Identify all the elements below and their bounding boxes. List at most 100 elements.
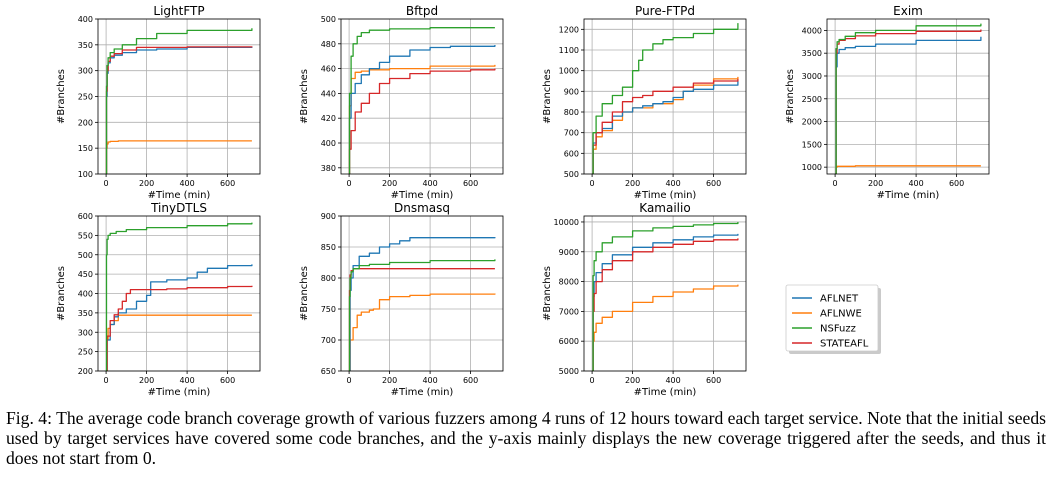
x-tick-label: 400: [422, 179, 437, 188]
legend-label-stateafl: STATEAFL: [820, 339, 869, 350]
y-tick-label: 800: [564, 108, 579, 117]
x-tick-label: 600: [706, 179, 721, 188]
x-axis-label: #Time (min): [148, 190, 211, 201]
series-group: [592, 222, 739, 371]
y-tick-label: 3500: [802, 49, 822, 58]
y-tick-label: 2500: [802, 95, 822, 104]
chart-tinydtls: 0 200 400 600 200 250 300 350 400 450 500 550 600 Tin…: [56, 201, 261, 398]
legend-label-aflnet: AFLNET: [820, 294, 859, 305]
x-tick-label: 400: [665, 179, 680, 188]
chart-dnsmasq: 0 200 400 600 650 700 750 800 850 900 Dnsmasq #Time…: [299, 201, 504, 398]
y-tick-label: 650: [321, 367, 336, 376]
y-tick-label: 800: [321, 274, 336, 283]
x-tick-label: 200: [625, 376, 640, 385]
series-line-aflnwe: [105, 140, 252, 174]
series-line-aflnet: [348, 45, 496, 174]
y-tick-label: 750: [321, 305, 336, 314]
plot-frame: [340, 18, 504, 175]
y-tick-label: 5000: [559, 367, 579, 376]
series-line-stateafl: [592, 78, 739, 174]
chart-lightftp: 0 200 400 600 100 150 200 250 300 350 400 LightFTP #…: [56, 4, 261, 201]
series-line-aflnet: [835, 36, 982, 174]
series-line-aflnet: [106, 264, 253, 371]
plot-frame: [826, 18, 990, 175]
chart-title: Kamailio: [639, 201, 690, 215]
y-tick-label: 480: [321, 40, 336, 49]
series-line-stateafl: [348, 68, 496, 174]
chart-kamailio: 0 200 400 600 5000 6000 7000 8000 9000 10000 Kamai…: [542, 201, 747, 398]
x-tick-label: 0: [590, 376, 595, 385]
y-tick-label: 600: [564, 149, 579, 158]
series-line-aflnwe: [348, 64, 496, 174]
series-line-nsfuzz: [348, 27, 495, 174]
y-tick-label: 1000: [559, 67, 579, 76]
series-line-nsfuzz: [592, 23, 739, 174]
plot-frame: [583, 18, 747, 175]
y-tick-label: 400: [321, 139, 336, 148]
y-tick-label: 600: [78, 212, 93, 221]
figure: 0 200 400 600 100 150 200 250 300 350 400 LightFTP #…: [56, 4, 990, 398]
chart-title: Dnsmasq: [394, 201, 450, 215]
y-tick-label: 2000: [802, 118, 822, 127]
series-group: [592, 23, 739, 174]
x-tick-label: 200: [868, 179, 883, 188]
y-tick-label: 700: [321, 336, 336, 345]
y-axis-label: #Branches: [785, 69, 796, 124]
plot-frame: [583, 215, 747, 372]
y-tick-label: 550: [78, 231, 93, 240]
x-tick-label: 0: [104, 179, 109, 188]
series-line-nsfuzz: [105, 28, 253, 174]
y-axis-label: #Branches: [299, 69, 310, 124]
series-line-aflnwe: [592, 284, 739, 371]
y-tick-label: 900: [321, 212, 336, 221]
y-tick-label: 500: [321, 15, 336, 24]
series-line-aflnwe: [349, 293, 496, 371]
y-tick-label: 300: [78, 67, 93, 76]
figure-caption: Fig. 4: The average code branch coverage…: [6, 408, 1046, 468]
y-tick-label: 420: [321, 114, 336, 123]
series-line-aflnet: [349, 237, 496, 371]
y-tick-label: 1500: [802, 140, 822, 149]
series-line-aflnet: [105, 46, 253, 174]
y-axis-label: #Branches: [542, 69, 553, 124]
x-tick-label: 400: [179, 179, 194, 188]
y-tick-label: 8000: [559, 278, 579, 287]
y-tick-label: 250: [78, 93, 93, 102]
y-tick-label: 200: [78, 367, 93, 376]
y-tick-label: 400: [78, 15, 93, 24]
x-tick-label: 400: [665, 376, 680, 385]
y-tick-label: 3000: [802, 72, 822, 81]
y-tick-label: 450: [78, 270, 93, 279]
series-line-aflnwe: [106, 314, 252, 371]
series-group: [835, 23, 982, 174]
y-tick-label: 1000: [802, 163, 822, 172]
series-line-stateafl: [348, 268, 495, 371]
y-tick-label: 6000: [559, 337, 579, 346]
y-axis-label: #Branches: [542, 266, 553, 321]
chart-title: TinyDTLS: [150, 201, 207, 215]
x-tick-label: 200: [382, 179, 397, 188]
series-line-stateafl: [106, 285, 253, 371]
chart-title: Bftpd: [406, 4, 438, 18]
y-tick-label: 380: [321, 164, 336, 173]
series-group: [348, 27, 496, 174]
y-tick-label: 440: [321, 89, 336, 98]
x-tick-label: 400: [908, 179, 923, 188]
y-tick-label: 200: [78, 118, 93, 127]
x-axis-label: #Time (min): [391, 190, 454, 201]
legend-label-nsfuzz: NSFuzz: [820, 324, 856, 335]
y-tick-label: 700: [564, 129, 579, 138]
y-tick-label: 100: [78, 170, 93, 179]
x-tick-label: 200: [139, 179, 154, 188]
y-tick-label: 10000: [554, 218, 579, 227]
series-group: [348, 237, 496, 371]
y-tick-label: 900: [564, 87, 579, 96]
y-tick-label: 850: [321, 243, 336, 252]
x-tick-label: 600: [706, 376, 721, 385]
chart-title: Pure-FTPd: [635, 4, 695, 18]
chart-pure-ftpd: 0 200 400 600 500 600 700 800 900 1000 1100 1200 Pur…: [542, 4, 747, 201]
x-axis-label: #Time (min): [634, 387, 697, 398]
y-tick-label: 7000: [559, 307, 579, 316]
series-group: [105, 222, 253, 371]
x-tick-label: 200: [382, 376, 397, 385]
